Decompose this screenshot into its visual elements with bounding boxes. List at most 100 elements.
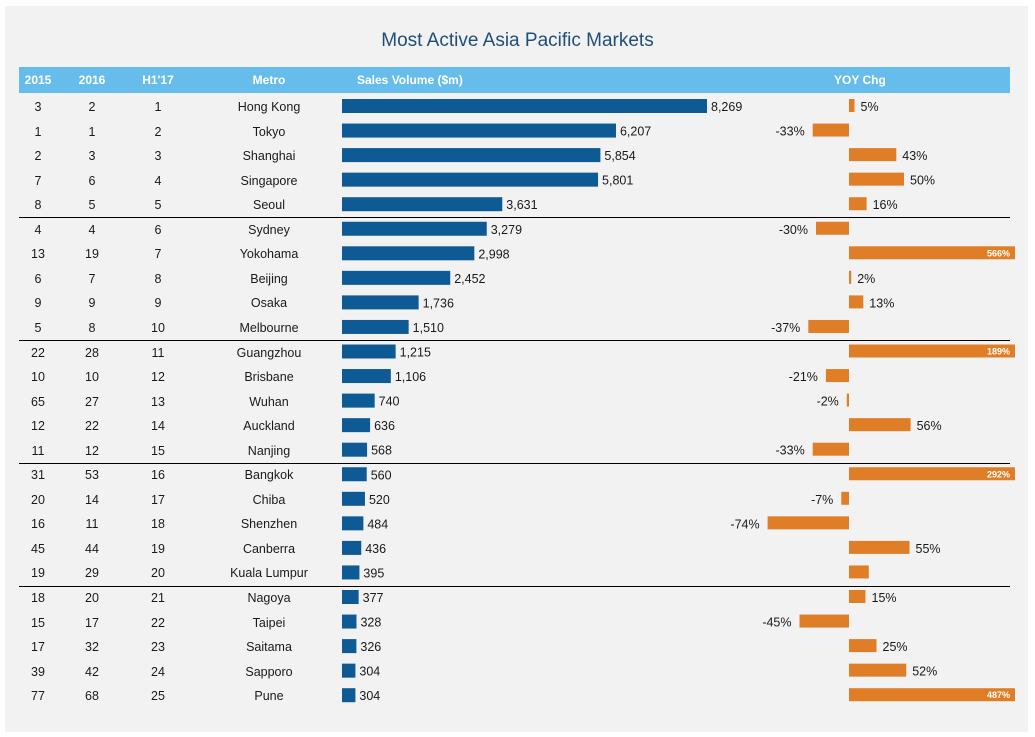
table-row: 77 68 25 Pune: [0, 684, 1035, 708]
rank-2015: 22: [31, 345, 45, 360]
metro-name: Beijing: [250, 271, 288, 286]
rank-2016: 3: [88, 149, 96, 164]
rank-h117: 21: [151, 591, 165, 605]
table-row: 4 4 6 Sydney: [0, 218, 1035, 242]
sales-label: 5,801: [602, 174, 633, 188]
yoy-bar: [808, 319, 849, 333]
sales-label: 740: [379, 395, 400, 409]
rank-2015: 31: [31, 468, 45, 483]
yoy-label: 55%: [916, 542, 941, 556]
sales-label: 636: [374, 419, 395, 433]
rank-2016: 5: [88, 198, 96, 213]
group-separator: [19, 340, 1010, 341]
rank-2016: 27: [85, 394, 99, 409]
rank-2016: 11: [85, 517, 99, 532]
yoy-bar: [849, 639, 877, 653]
sales-label: 377: [363, 591, 384, 605]
yoy-bar: [849, 565, 869, 579]
rank-h117: 17: [151, 492, 165, 507]
table-row: 6 7 8 Beijing: [0, 267, 1035, 291]
metro-name: Tokyo: [252, 124, 286, 139]
rank-2015: 3: [34, 100, 42, 114]
metro-name: Wuhan: [249, 394, 289, 409]
yoy-label: 566%: [987, 248, 1010, 258]
sales-bar: [342, 148, 601, 163]
yoy-bar: [849, 590, 866, 603]
sales-bar: [342, 123, 616, 138]
rank-2016: 20: [85, 591, 99, 605]
metro-name: Hong Kong: [237, 100, 301, 114]
rank-2016: 44: [85, 541, 99, 556]
yoy-label: 56%: [917, 419, 942, 433]
rank-h117: 20: [151, 566, 165, 581]
rank-2015: 6: [34, 271, 42, 286]
rank-2016: 2: [88, 100, 96, 114]
rank-2015: 7: [34, 173, 42, 188]
rank-2015: 2: [34, 149, 42, 164]
table-row: 8 5 5 Seoul: [0, 193, 1035, 217]
yoy-label: -37%: [771, 321, 800, 335]
sales-label: 1,736: [423, 296, 454, 310]
sales-bar: [342, 688, 356, 703]
rank-h117: 22: [151, 615, 165, 630]
rank-h117: 2: [154, 124, 162, 139]
yoy-bar: [849, 172, 904, 186]
metro-name: Guangzhou: [236, 345, 302, 360]
sales-label: 395: [363, 566, 384, 580]
metro-name: Pune: [254, 689, 284, 704]
rank-2015: 15: [31, 615, 45, 630]
rank-h117: 11: [151, 345, 165, 360]
yoy-label: 13%: [869, 296, 894, 310]
metro-name: Seoul: [253, 198, 285, 213]
rank-2016: 19: [85, 247, 99, 262]
rank-h117: 25: [151, 689, 165, 704]
rank-h117: 18: [151, 517, 165, 532]
yoy-bar: [846, 393, 849, 407]
yoy-bar: [825, 369, 849, 383]
rank-h117: 7: [154, 247, 162, 262]
rank-2016: 53: [85, 468, 99, 483]
rank-2015: 17: [31, 640, 45, 655]
metro-name: Auckland: [243, 419, 295, 434]
yoy-bar: [849, 197, 867, 211]
yoy-bar: [849, 246, 1015, 260]
yoy-label: 50%: [910, 174, 935, 188]
sales-bar: [342, 369, 391, 384]
table-header: 2015 2016 H1'17 Metro Sales Volume ($m) …: [19, 67, 1010, 93]
header-2015: 2015: [24, 73, 52, 87]
sales-bar: [342, 221, 487, 236]
header-h117: H1'17: [142, 73, 174, 87]
sales-bar: [342, 467, 367, 482]
metro-name: Chiba: [252, 492, 286, 507]
sales-bar: [342, 590, 359, 604]
metro-name: Shanghai: [242, 149, 296, 164]
table-row: 17 32 23 Saitama: [0, 635, 1035, 659]
yoy-label: -33%: [776, 125, 805, 139]
yoy-bar: [812, 123, 849, 137]
rank-2015: 10: [31, 370, 45, 385]
yoy-label: 43%: [902, 149, 927, 163]
yoy-label: -21%: [789, 370, 818, 384]
sales-bar: [342, 295, 419, 310]
rank-2016: 17: [85, 615, 99, 630]
metro-name: Brisbane: [244, 370, 294, 385]
metro-name: Nagoya: [247, 591, 291, 605]
rank-2016: 28: [85, 345, 99, 360]
table-row: 16 11 18 Shenzhen: [0, 512, 1035, 536]
sales-label: 5,854: [604, 149, 635, 163]
rank-2015: 5: [34, 320, 42, 335]
yoy-bar: [849, 467, 1015, 481]
rank-2015: 65: [31, 394, 45, 409]
rank-h117: 13: [151, 394, 165, 409]
rank-2016: 32: [85, 640, 99, 655]
sales-bar: [342, 344, 396, 359]
yoy-label: 15%: [872, 591, 897, 605]
rank-2016: 9: [88, 296, 96, 311]
sales-bar: [342, 393, 375, 408]
table-row: 2 3 3 Shanghai: [0, 144, 1035, 168]
sales-label: 3,631: [506, 198, 537, 212]
metro-name: Saitama: [246, 640, 292, 655]
metro-name: Kuala Lumpur: [230, 566, 308, 581]
yoy-label: 189%: [987, 347, 1010, 357]
